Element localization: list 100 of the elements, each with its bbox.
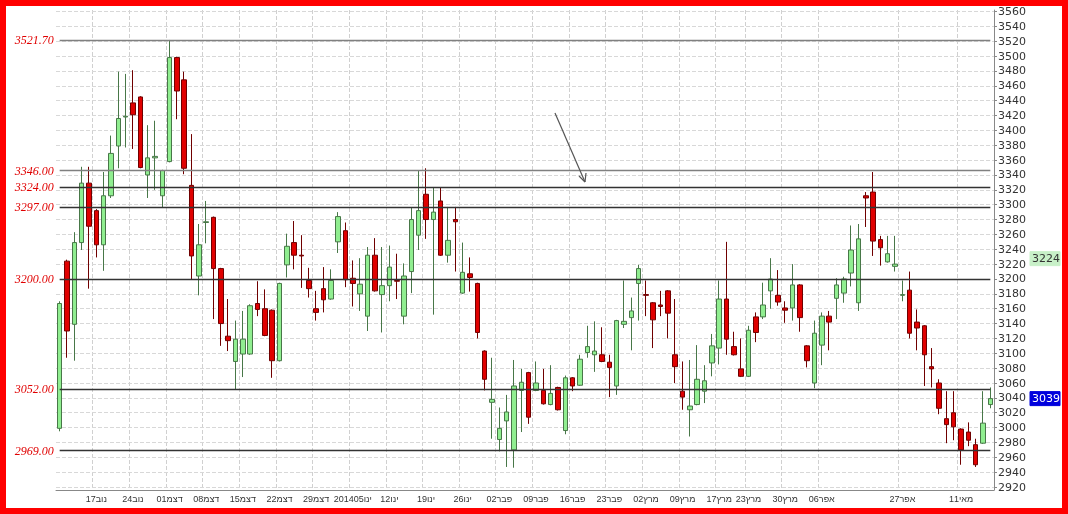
candlestick xyxy=(658,290,663,317)
candlestick xyxy=(548,364,553,406)
candlestick xyxy=(599,326,605,363)
y-tick-label: 3480 xyxy=(998,64,1026,78)
x-tick-label: 29דצמ xyxy=(303,493,330,504)
candlestick xyxy=(482,349,487,391)
y-tick-label: 3060 xyxy=(998,376,1026,390)
candlestick xyxy=(797,283,803,333)
candlestick xyxy=(826,310,832,351)
candlestick xyxy=(511,359,517,469)
candlestick xyxy=(929,347,934,388)
ref-line-label: 3521.70 xyxy=(13,32,54,47)
candlestick xyxy=(445,206,451,264)
candlestick xyxy=(563,375,568,435)
candlestick xyxy=(394,253,400,300)
candlestick xyxy=(936,378,942,415)
y-tick-label: 3420 xyxy=(998,109,1026,123)
y-tick-label: 3540 xyxy=(998,19,1026,33)
x-tick-label: 06אפר xyxy=(808,493,836,504)
candlestick xyxy=(746,325,751,378)
text: 3224 xyxy=(1032,251,1060,265)
x-tick-label: 02פבר xyxy=(486,493,513,504)
candlestick xyxy=(167,39,172,163)
candlestick xyxy=(343,222,348,288)
y-tick-label: 3100 xyxy=(998,346,1026,360)
x-tick-label: 12ינו xyxy=(380,493,399,504)
candlestick xyxy=(768,257,773,310)
candlestick xyxy=(57,300,62,432)
candlestick xyxy=(504,394,509,468)
candlestick xyxy=(577,354,583,387)
x-tick-label: 22דצמ xyxy=(266,493,293,504)
candlestick xyxy=(196,223,202,296)
y-tick-label: 3560 xyxy=(998,5,1026,18)
y-tick-label: 3520 xyxy=(998,34,1026,48)
candlestick xyxy=(145,124,150,199)
candlestick xyxy=(423,167,429,240)
candlestick xyxy=(907,271,912,339)
candlestick xyxy=(519,368,524,433)
y-tick-label: 3340 xyxy=(998,168,1026,182)
candlestick xyxy=(973,438,978,468)
y-tick-label: 3200 xyxy=(998,272,1026,286)
candlestick xyxy=(497,407,502,452)
candlestick xyxy=(834,277,839,320)
y-tick-label: 2960 xyxy=(998,450,1026,464)
candlestick xyxy=(702,364,707,404)
candlestick xyxy=(453,206,458,273)
ref-line-label: 3052.00 xyxy=(13,381,54,396)
candlestick xyxy=(621,279,627,329)
ref-line-label: 3346.00 xyxy=(13,163,54,178)
candlestick xyxy=(636,264,641,322)
candlestick xyxy=(372,237,378,293)
candlestick xyxy=(650,301,656,349)
x-tick-label: 16פבר xyxy=(559,493,586,504)
candlestick xyxy=(812,320,817,389)
candlestick xyxy=(804,344,810,368)
candlestick xyxy=(152,120,158,191)
candlestick xyxy=(885,235,890,264)
candlestick xyxy=(694,344,700,406)
y-tick-label: 3120 xyxy=(998,331,1026,345)
candlestick xyxy=(467,256,473,293)
y-tick-label: 2920 xyxy=(998,480,1026,494)
y-tick-label: 3380 xyxy=(998,138,1026,152)
candlestick xyxy=(387,245,392,302)
candlestick xyxy=(379,246,385,333)
candlestick xyxy=(189,133,194,280)
candlestick xyxy=(841,276,847,304)
candlestick xyxy=(958,427,964,466)
candlestick xyxy=(218,267,224,347)
y-tick-label: 3300 xyxy=(998,198,1026,212)
candlestick xyxy=(607,354,612,398)
x-tick-label: 19ינו xyxy=(416,493,436,504)
y-tick-label: 3000 xyxy=(998,421,1026,435)
candlestick xyxy=(225,298,231,352)
candlestick xyxy=(775,269,781,307)
candlestick xyxy=(211,216,216,320)
x-tick-label: 201405ינו xyxy=(333,493,372,504)
candlestick xyxy=(489,357,495,440)
x-tick-label: 02מרץ xyxy=(633,493,659,504)
candlestick xyxy=(672,298,678,384)
candlestick xyxy=(790,263,795,322)
y-tick-label: 3460 xyxy=(998,79,1026,93)
candlestick xyxy=(72,231,77,362)
candlestick xyxy=(350,259,356,307)
candlestick xyxy=(848,224,854,287)
candlestick xyxy=(438,187,443,257)
candlestick xyxy=(878,235,883,267)
y-tick-label: 3280 xyxy=(998,213,1026,227)
candlestick xyxy=(431,187,436,316)
x-tick-label: 30מרץ xyxy=(772,493,798,504)
candlestick xyxy=(643,279,649,317)
candlestick xyxy=(94,208,99,258)
candlestick xyxy=(687,359,693,437)
x-tick-label: 27אפר xyxy=(889,493,916,504)
y-tick-label: 3220 xyxy=(998,257,1026,271)
x-tick-label: 17מרץ xyxy=(706,493,732,504)
x-tick-label: 23פבר xyxy=(596,493,623,504)
candlestick xyxy=(255,280,260,317)
x-tick-label: 23מרץ xyxy=(735,493,762,504)
y-tick-label: 3240 xyxy=(998,242,1026,256)
ref-line-label: 3200.00 xyxy=(13,271,54,286)
